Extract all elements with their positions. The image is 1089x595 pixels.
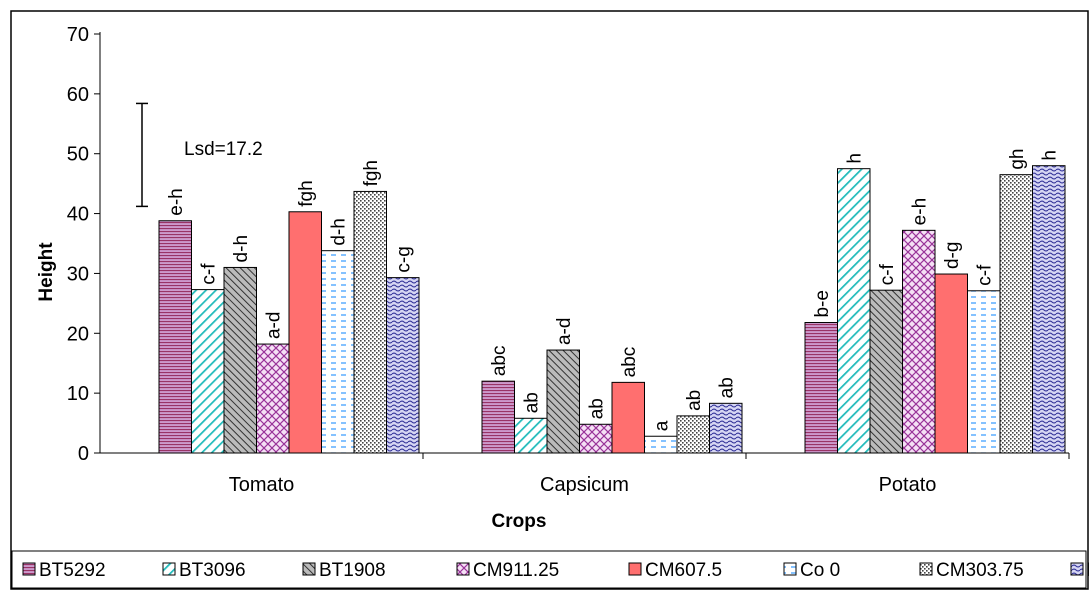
y-tick-label: 10 <box>67 383 89 405</box>
y-tick-label: 30 <box>67 263 89 285</box>
legend-swatch <box>628 562 642 576</box>
bar-letter-label: gh <box>1007 149 1028 170</box>
bar-cm303.75-potato <box>999 174 1033 454</box>
bar-bt5292-potato <box>804 322 838 454</box>
bar-letter-label: c-f <box>877 263 898 285</box>
bar-bt3096-capsicum <box>514 417 548 454</box>
bar-letter-label: a <box>652 420 673 431</box>
y-tick-label: 70 <box>67 24 89 46</box>
legend-label: CM607.5 <box>645 560 722 581</box>
legend-box <box>11 550 1087 589</box>
legend-swatch <box>302 562 316 576</box>
bar-cm607.5-capsicum <box>611 381 645 454</box>
y-tick-label: 20 <box>67 323 89 345</box>
x-axis-title: Crops <box>492 511 547 532</box>
y-tick-label: 0 <box>78 443 89 465</box>
bar-ms200-potato <box>1032 165 1066 454</box>
bar-letter-label: abc <box>619 347 640 378</box>
legend-swatch <box>22 562 36 576</box>
y-axis-ticks: 0 10 20 30 40 50 60 70 <box>67 24 100 465</box>
bar-ms200-tomato <box>386 277 420 454</box>
bar-letter-label: ab <box>587 398 608 419</box>
lsd-label: Lsd=17.2 <box>184 139 263 160</box>
bar-co0-potato <box>967 290 1001 454</box>
bar-letter-label: h <box>1040 150 1061 161</box>
y-tick-label: 40 <box>67 204 89 226</box>
bar-bt5292-tomato <box>158 220 192 454</box>
legend-label: CM911.25 <box>473 560 559 581</box>
bar-cm303.75-capsicum <box>676 415 710 454</box>
bar-series-group <box>158 165 1066 454</box>
bar-letter-label: h <box>845 153 866 164</box>
legend-label: MS200 <box>1087 560 1089 581</box>
bar-cm607.5-tomato <box>288 211 322 454</box>
bar-letter-label: a-d <box>264 312 285 339</box>
lsd-annotation: Lsd=17.2 <box>136 102 263 208</box>
bar-letter-label: fgh <box>361 160 382 186</box>
bar-letter-label: d-h <box>231 235 252 262</box>
bar-letter-label: abc <box>489 346 510 377</box>
bar-bt3096-tomato <box>191 289 225 454</box>
bar-cm303.75-tomato <box>353 190 387 454</box>
legend-label: Co 0 <box>800 560 840 581</box>
bar-cm911.25-capsicum <box>579 423 613 454</box>
x-tick-label: Tomato <box>229 474 295 496</box>
bar-letter-label: b-e <box>812 290 833 317</box>
legend-swatch <box>783 562 797 576</box>
bar-cm911.25-tomato <box>256 343 290 454</box>
bar-bt3096-potato <box>837 168 871 454</box>
bar-letter-label: d-h <box>329 218 350 245</box>
bar-bt1908-capsicum <box>546 349 580 454</box>
x-tick-label: Potato <box>879 474 937 496</box>
legend-swatch <box>1070 562 1084 576</box>
bar-letter-label: d-g <box>942 242 963 269</box>
legend-swatch <box>162 562 176 576</box>
bar-letter-label: e-h <box>910 198 931 225</box>
legend-swatch <box>456 562 470 576</box>
bar-letter-label: c-f <box>199 263 220 285</box>
bar-letter-label: a-d <box>554 318 575 345</box>
y-tick-label: 60 <box>67 84 89 106</box>
y-axis-title: Height <box>36 242 57 302</box>
bar-cm911.25-potato <box>902 229 936 454</box>
bar-letter-label: ab <box>717 377 738 398</box>
bar-letter-label: c-f <box>975 264 996 286</box>
x-tick-label: Capsicum <box>540 474 629 496</box>
bar-letter-label: c-g <box>394 246 415 272</box>
bar-cm607.5-potato <box>934 273 968 454</box>
bar-bt1908-potato <box>869 289 903 454</box>
legend: BT5292 BT3096 BT1908 CM911.25 CM607.5 Co 0 CM3… <box>11 550 1089 589</box>
x-axis-ticks: Tomato Capsicum Potato <box>229 453 1070 496</box>
bar-ms200-capsicum <box>709 402 743 454</box>
legend-label: BT3096 <box>179 560 246 581</box>
bar-bt5292-capsicum <box>481 380 515 454</box>
bar-letter-label: fgh <box>296 180 317 206</box>
bar-co0-tomato <box>321 250 355 454</box>
bar-bt1908-tomato <box>223 266 257 454</box>
y-tick-label: 50 <box>67 144 89 166</box>
bar-letter-labels: e-hc-fd-ha-dfghd-hfghc-gabcaba-dababcaab… <box>166 149 1061 432</box>
legend-label: CM303.75 <box>936 560 1024 581</box>
bar-co0-capsicum <box>644 435 678 454</box>
bar-letter-label: ab <box>522 392 543 413</box>
legend-swatch <box>919 562 933 576</box>
legend-label: BT1908 <box>319 560 386 581</box>
bar-letter-label: e-h <box>166 188 187 215</box>
bar-letter-label: ab <box>684 390 705 411</box>
legend-label: BT5292 <box>39 560 106 581</box>
